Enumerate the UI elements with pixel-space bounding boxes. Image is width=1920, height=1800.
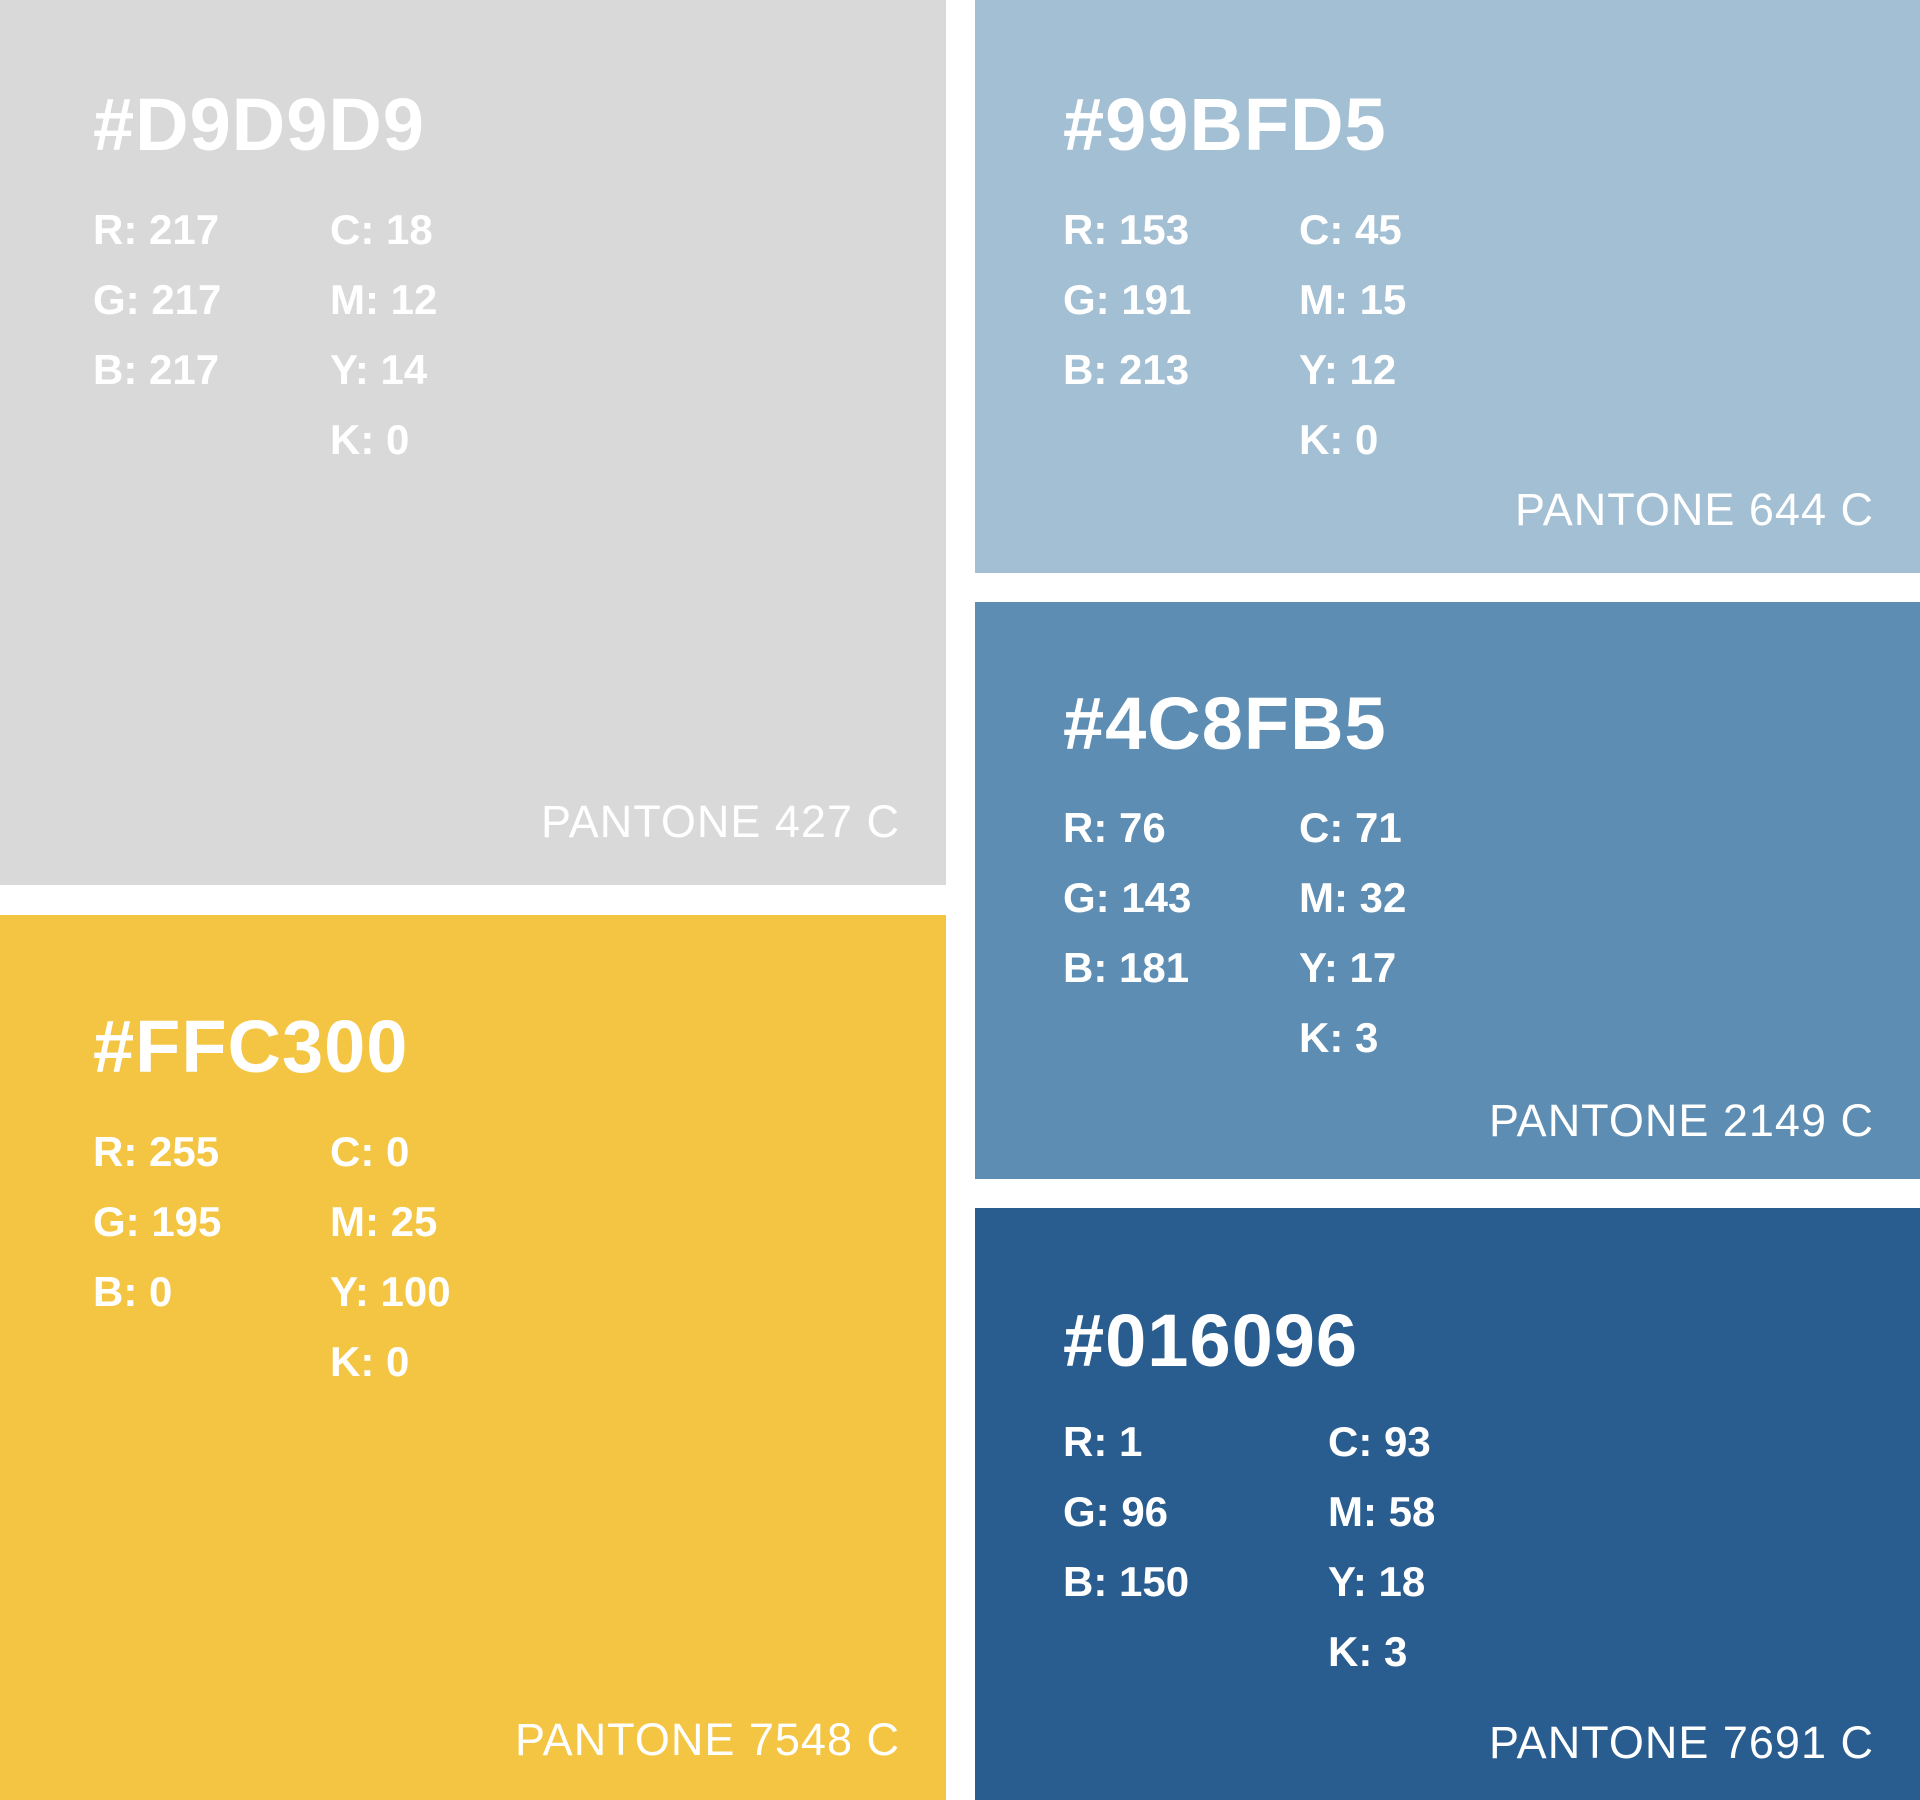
hex-code: #D9D9D9	[93, 83, 425, 166]
swatch-gray: #D9D9D9 R: 217 G: 217 B: 217 C: 18 M: 12…	[0, 0, 946, 885]
hex-code: #016096	[1063, 1299, 1359, 1382]
swatch-dark-blue: #016096 R: 1 G: 96 B: 150 C: 93 M: 58 Y:…	[975, 1208, 1920, 1800]
cmyk-c: C: 93	[1328, 1418, 1431, 1465]
rgb-g: G: 143	[1063, 874, 1192, 921]
cmyk-m: M: 32	[1299, 874, 1407, 921]
rgb-r: R: 255	[93, 1128, 220, 1175]
pantone-label: PANTONE 427 C	[541, 796, 900, 847]
cmyk-values: C: 93 M: 58 Y: 18 K: 3	[1328, 1407, 1435, 1687]
cmyk-k: K: 3	[1328, 1628, 1408, 1675]
swatch-light-blue: #99BFD5 R: 153 G: 191 B: 213 C: 45 M: 15…	[975, 0, 1920, 573]
cmyk-y: Y: 18	[1328, 1558, 1426, 1605]
rgb-g: G: 191	[1063, 276, 1192, 323]
rgb-b: B: 181	[1063, 944, 1190, 991]
rgb-values: R: 217 G: 217 B: 217	[93, 195, 221, 405]
cmyk-c: C: 18	[330, 206, 433, 253]
rgb-g: G: 195	[93, 1198, 222, 1245]
cmyk-k: K: 0	[1299, 416, 1379, 463]
cmyk-k: K: 3	[1299, 1014, 1379, 1061]
cmyk-k: K: 0	[330, 1338, 410, 1385]
rgb-b: B: 217	[93, 346, 220, 393]
rgb-r: R: 217	[93, 206, 220, 253]
rgb-r: R: 1	[1063, 1418, 1143, 1465]
rgb-g: G: 96	[1063, 1488, 1169, 1535]
cmyk-k: K: 0	[330, 416, 410, 463]
cmyk-m: M: 58	[1328, 1488, 1436, 1535]
rgb-values: R: 255 G: 195 B: 0	[93, 1117, 221, 1327]
cmyk-c: C: 71	[1299, 804, 1402, 851]
pantone-label: PANTONE 644 C	[1515, 484, 1874, 535]
swatch-mid-blue: #4C8FB5 R: 76 G: 143 B: 181 C: 71 M: 32 …	[975, 602, 1920, 1179]
rgb-r: R: 76	[1063, 804, 1166, 851]
cmyk-c: C: 0	[330, 1128, 410, 1175]
pantone-label: PANTONE 7691 C	[1489, 1717, 1874, 1768]
rgb-b: B: 0	[93, 1268, 173, 1315]
rgb-b: B: 213	[1063, 346, 1190, 393]
cmyk-values: C: 18 M: 12 Y: 14 K: 0	[330, 195, 437, 475]
rgb-b: B: 150	[1063, 1558, 1190, 1605]
rgb-values: R: 153 G: 191 B: 213	[1063, 195, 1191, 405]
hex-code: #4C8FB5	[1063, 682, 1387, 765]
cmyk-m: M: 15	[1299, 276, 1407, 323]
rgb-values: R: 1 G: 96 B: 150	[1063, 1407, 1189, 1617]
cmyk-m: M: 25	[330, 1198, 438, 1245]
hex-code: #FFC300	[93, 1005, 409, 1088]
cmyk-m: M: 12	[330, 276, 438, 323]
pantone-label: PANTONE 2149 C	[1489, 1095, 1874, 1146]
rgb-r: R: 153	[1063, 206, 1190, 253]
cmyk-y: Y: 17	[1299, 944, 1397, 991]
swatch-yellow: #FFC300 R: 255 G: 195 B: 0 C: 0 M: 25 Y:…	[0, 915, 946, 1800]
cmyk-y: Y: 12	[1299, 346, 1397, 393]
hex-code: #99BFD5	[1063, 83, 1387, 166]
cmyk-y: Y: 14	[330, 346, 428, 393]
cmyk-c: C: 45	[1299, 206, 1402, 253]
pantone-label: PANTONE 7548 C	[515, 1714, 900, 1765]
cmyk-y: Y: 100	[330, 1268, 451, 1315]
cmyk-values: C: 0 M: 25 Y: 100 K: 0	[330, 1117, 451, 1397]
rgb-values: R: 76 G: 143 B: 181	[1063, 793, 1191, 1003]
rgb-g: G: 217	[93, 276, 222, 323]
cmyk-values: C: 45 M: 15 Y: 12 K: 0	[1299, 195, 1406, 475]
cmyk-values: C: 71 M: 32 Y: 17 K: 3	[1299, 793, 1406, 1073]
